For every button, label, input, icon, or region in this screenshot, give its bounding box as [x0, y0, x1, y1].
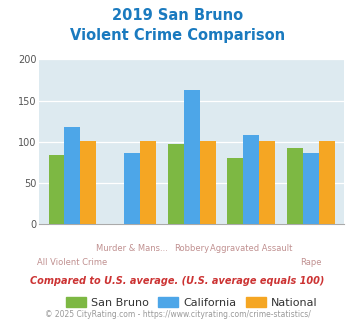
Text: 2019 San Bruno: 2019 San Bruno — [112, 8, 243, 23]
Bar — [287, 148, 303, 224]
Bar — [228, 157, 244, 224]
Bar — [244, 135, 259, 224]
Text: All Violent Crime: All Violent Crime — [37, 258, 108, 267]
Bar — [259, 141, 275, 224]
Text: Aggravated Assault: Aggravated Assault — [210, 244, 293, 253]
Text: Violent Crime Comparison: Violent Crime Comparison — [70, 28, 285, 43]
Text: Murder & Mans...: Murder & Mans... — [96, 244, 168, 253]
Bar — [80, 141, 96, 224]
Text: Compared to U.S. average. (U.S. average equals 100): Compared to U.S. average. (U.S. average … — [30, 276, 325, 285]
Bar — [140, 141, 156, 224]
Bar — [49, 155, 65, 224]
Text: Robbery: Robbery — [174, 244, 209, 253]
Text: © 2025 CityRating.com - https://www.cityrating.com/crime-statistics/: © 2025 CityRating.com - https://www.city… — [45, 310, 310, 319]
Bar — [184, 90, 200, 224]
Bar — [319, 141, 335, 224]
Bar — [65, 127, 80, 224]
Legend: San Bruno, California, National: San Bruno, California, National — [61, 293, 322, 312]
Bar — [168, 145, 184, 224]
Bar — [303, 153, 319, 224]
Text: Rape: Rape — [300, 258, 322, 267]
Bar — [124, 153, 140, 224]
Bar — [200, 141, 215, 224]
